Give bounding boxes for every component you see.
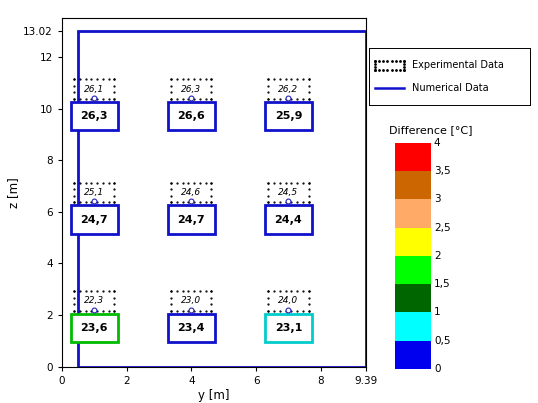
Text: 24,5: 24,5: [278, 188, 299, 197]
Text: 23,1: 23,1: [275, 323, 302, 333]
Text: 26,6: 26,6: [178, 111, 205, 121]
Bar: [265, 102, 312, 131]
Bar: [265, 206, 312, 234]
Bar: [168, 206, 215, 234]
Text: 3: 3: [434, 195, 441, 204]
Bar: [395, 284, 431, 312]
Text: 23,4: 23,4: [178, 323, 205, 333]
Text: 23,0: 23,0: [181, 296, 201, 305]
Bar: [395, 171, 431, 199]
Text: 3,5: 3,5: [434, 166, 450, 176]
Text: Numerical Data: Numerical Data: [412, 83, 489, 93]
Text: 4: 4: [434, 138, 441, 148]
Text: 22,3: 22,3: [84, 296, 104, 305]
Text: 24,4: 24,4: [274, 214, 302, 224]
Text: 24,7: 24,7: [80, 214, 108, 224]
Text: Experimental Data: Experimental Data: [412, 60, 504, 70]
Text: 1,5: 1,5: [434, 279, 450, 289]
Text: 26,3: 26,3: [81, 111, 108, 121]
Text: 26,2: 26,2: [278, 85, 299, 93]
Y-axis label: z [m]: z [m]: [8, 177, 20, 208]
Text: 26,3: 26,3: [181, 85, 201, 93]
Text: 25,1: 25,1: [84, 188, 104, 197]
Bar: [71, 314, 117, 342]
Text: 24,7: 24,7: [178, 214, 205, 224]
Text: 0: 0: [434, 364, 441, 374]
Text: 24,6: 24,6: [181, 188, 201, 197]
Text: 2: 2: [434, 251, 441, 261]
Bar: [168, 314, 215, 342]
Text: 24,0: 24,0: [278, 296, 299, 305]
Text: 2,5: 2,5: [434, 223, 450, 233]
Text: 23,6: 23,6: [81, 323, 108, 333]
Bar: [71, 206, 117, 234]
Text: 25,9: 25,9: [275, 111, 302, 121]
Text: Difference [°C]: Difference [°C]: [388, 125, 472, 135]
Bar: [395, 143, 431, 171]
Bar: [71, 102, 117, 131]
Bar: [395, 199, 431, 228]
Text: 0,5: 0,5: [434, 336, 450, 345]
Bar: [265, 314, 312, 342]
Bar: [395, 341, 431, 369]
Bar: [395, 228, 431, 256]
Bar: [395, 312, 431, 341]
Bar: [395, 256, 431, 284]
Text: 1: 1: [434, 307, 441, 317]
Bar: [168, 102, 215, 131]
X-axis label: y [m]: y [m]: [198, 388, 230, 401]
Text: 26,1: 26,1: [84, 85, 104, 93]
